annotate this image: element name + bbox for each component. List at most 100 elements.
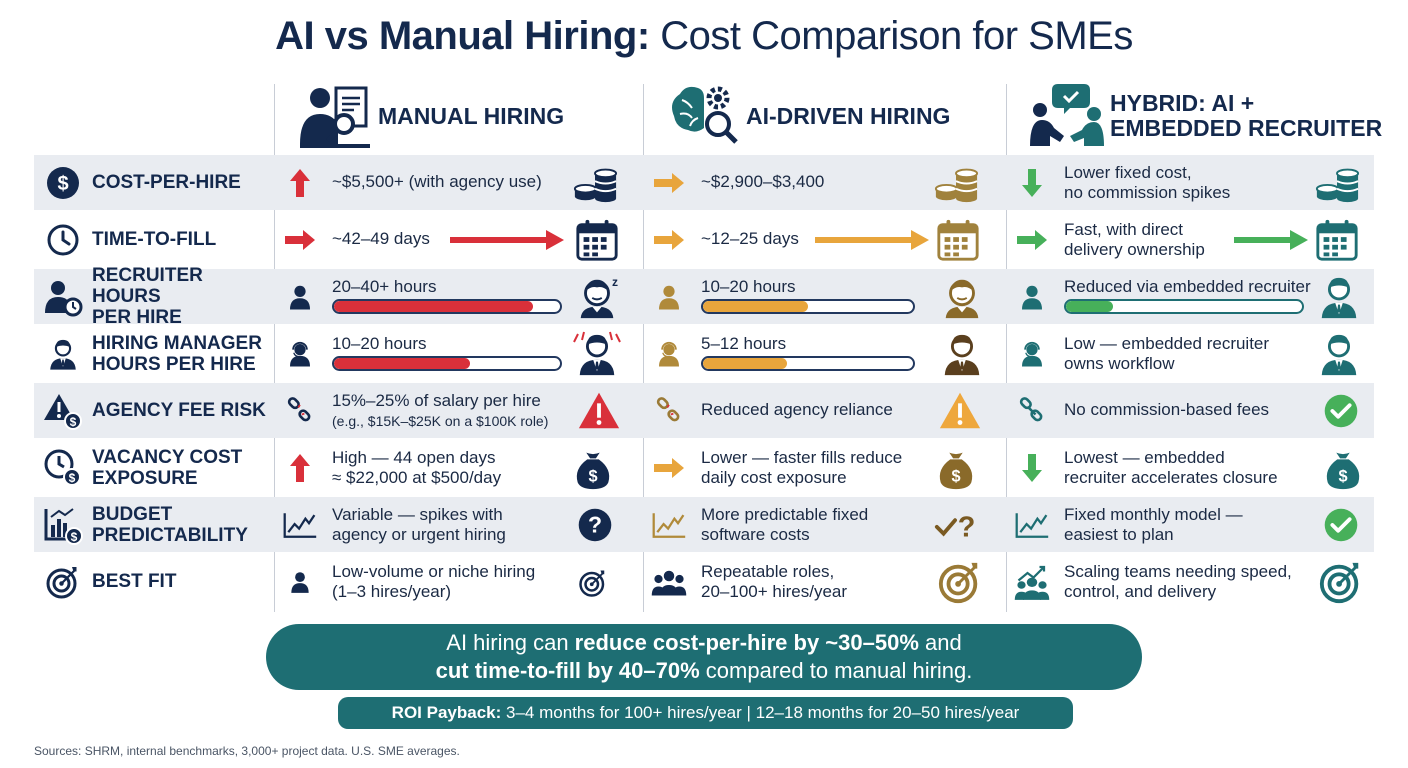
column-divider: [274, 84, 275, 612]
handshake-chat-icon: [1030, 84, 1104, 146]
calendar-icon: [1314, 217, 1360, 263]
cell-manual: ~$5,500+ (with agency use): [274, 155, 643, 210]
coins-icon: [933, 160, 979, 206]
title-bold: AI vs Manual Hiring:: [275, 14, 650, 58]
suit-person-icon: [1316, 331, 1362, 377]
svg-text:$: $: [69, 471, 76, 485]
check-question-icon: [925, 502, 987, 548]
cell-hybrid: Low — embedded recruiter owns workflow: [1006, 326, 1374, 381]
column-divider: [643, 84, 644, 612]
arrow-right-red-icon: [285, 229, 315, 250]
row-label: TIME-TO-FILL: [34, 212, 274, 267]
headset-person-icon: [285, 337, 315, 371]
growth-team-icon: [1014, 565, 1050, 600]
arrow-right-orange-icon: [654, 229, 684, 250]
person-icon: [285, 280, 315, 314]
calendar-icon: [935, 217, 981, 263]
cell-hybrid: Scaling teams needing speed, control, and…: [1006, 554, 1374, 609]
warning-dollar-icon: $: [44, 393, 82, 430]
suit-person-icon: [939, 331, 985, 377]
column-header-label: HYBRID: AI + EMBEDDED RECRUITER: [1110, 90, 1383, 141]
long-arrow-red-icon: [450, 230, 564, 250]
check-circle-icon: [1318, 388, 1364, 434]
row-agency-fee-risk: $ AGENCY FEE RISK 15%–25% of salary per …: [34, 383, 1374, 438]
row-label: $ AGENCY FEE RISK: [34, 383, 274, 438]
chart-dollar-icon: $: [44, 507, 83, 545]
person-icon: [654, 280, 684, 314]
row-best-fit: BEST FIT Low-volume or niche hiring (1–3 …: [34, 554, 1374, 609]
arrow-down-green-icon: [1022, 168, 1042, 197]
suit-person-icon: [1316, 274, 1362, 320]
row-vacancy-cost: $ VACANCY COST EXPOSURE High — 44 open da…: [34, 440, 1374, 495]
broken-chain-icon: [655, 397, 683, 425]
cell-manual: Variable — spikes with agency or urgent h…: [274, 497, 643, 552]
target-icon: [1318, 559, 1364, 605]
person-resume-magnifier-icon: [300, 86, 370, 148]
row-label: $ COST-PER-HIRE: [34, 155, 274, 210]
face-icon: [939, 274, 985, 320]
cell-manual: High — 44 open days ≈ $22,000 at $500/day: [274, 440, 643, 495]
cell-ai: ~12–25 days: [643, 212, 1006, 267]
cell-hybrid: Reduced via embedded recruiter: [1006, 269, 1374, 324]
clock-dollar-icon: $: [44, 449, 81, 486]
chain-link-icon: [1018, 397, 1046, 425]
row-cost-per-hire: $ COST-PER-HIRE ~$5,500+ (with agency us…: [34, 155, 1374, 210]
progress-bar: [1064, 299, 1304, 314]
cell-manual: 15%–25% of salary per hire (e.g., $15K–$2…: [274, 383, 643, 438]
long-arrow-orange-icon: [815, 230, 929, 250]
cell-ai: 5–12 hours: [643, 326, 1006, 381]
summary-banner: AI hiring can reduce cost-per-hire by ~3…: [266, 624, 1142, 690]
svg-text:$: $: [70, 415, 77, 429]
row-label: RECRUITER HOURS PER HIRE: [34, 265, 274, 328]
arrow-down-green-icon: [1022, 453, 1042, 482]
line-chart-icon: [651, 509, 687, 541]
group-icon: [651, 565, 687, 599]
row-recruiter-hours: RECRUITER HOURS PER HIRE 20–40+ hours z 1…: [34, 265, 1374, 328]
clock-icon: [47, 224, 79, 255]
money-bag-icon: [933, 445, 979, 491]
arrow-up-red-icon: [290, 168, 310, 197]
sources-note: Sources: SHRM, internal benchmarks, 3,00…: [34, 744, 460, 758]
row-label: BEST FIT: [34, 554, 274, 609]
column-header-hybrid: HYBRID: AI + EMBEDDED RECRUITER: [1028, 80, 1388, 152]
svg-text:$: $: [71, 530, 78, 544]
cell-ai: Reduced agency reliance: [643, 383, 1006, 438]
warning-red-icon: [576, 388, 622, 434]
volatile-chart-icon: [282, 509, 318, 541]
row-label: HIRING MANAGER HOURS PER HIRE: [34, 326, 274, 381]
roi-payback-pill: ROI Payback: 3–4 months for 100+ hires/y…: [338, 697, 1073, 729]
row-label: $ VACANCY COST EXPOSURE: [34, 440, 274, 495]
row-hiring-manager-hours: HIRING MANAGER HOURS PER HIRE 10–20 hours…: [34, 326, 1374, 381]
cell-hybrid: Fast, with direct delivery ownership: [1006, 212, 1374, 267]
column-header-ai: AI-DRIVEN HIRING: [664, 80, 1004, 152]
warning-orange-icon: [937, 388, 983, 434]
check-circle-icon: [1318, 502, 1364, 548]
headset-person-icon: [1017, 337, 1047, 371]
money-bag-icon: [1320, 445, 1366, 491]
column-header-manual: MANUAL HIRING: [296, 80, 636, 152]
coins-icon: [572, 160, 618, 206]
manager-icon: [46, 335, 80, 373]
cell-hybrid: Fixed monthly model — easiest to plan: [1006, 497, 1374, 552]
money-bag-icon: [570, 445, 616, 491]
long-arrow-green-icon: [1234, 230, 1308, 250]
column-divider: [1006, 84, 1007, 612]
cell-ai: Repeatable roles, 20–100+ hires/year: [643, 554, 1006, 609]
stress-lines-icon: [573, 331, 621, 343]
cell-manual: Low-volume or niche hiring (1–3 hires/yea…: [274, 554, 643, 609]
cell-manual: ~42–49 days: [274, 212, 643, 267]
target-icon: [578, 568, 608, 598]
target-icon: [45, 564, 81, 600]
calendar-icon: [574, 217, 620, 263]
cell-hybrid: Lower fixed cost, no commission spikes: [1006, 155, 1374, 210]
progress-bar: [332, 356, 562, 371]
cell-ai: Lower — faster fills reduce daily cost ex…: [643, 440, 1006, 495]
cell-ai: 10–20 hours: [643, 269, 1006, 324]
row-budget-predictability: $ BUDGET PREDICTABILITY Variable — spikes…: [34, 497, 1374, 552]
arrow-right-orange-icon: [654, 457, 684, 478]
row-label: $ BUDGET PREDICTABILITY: [34, 497, 274, 552]
coins-icon: [1314, 160, 1360, 206]
target-icon: [937, 559, 983, 605]
arrow-up-red-icon: [290, 453, 310, 482]
row-time-to-fill: TIME-TO-FILL ~42–49 days ~12–25 days Fas…: [34, 212, 1374, 267]
